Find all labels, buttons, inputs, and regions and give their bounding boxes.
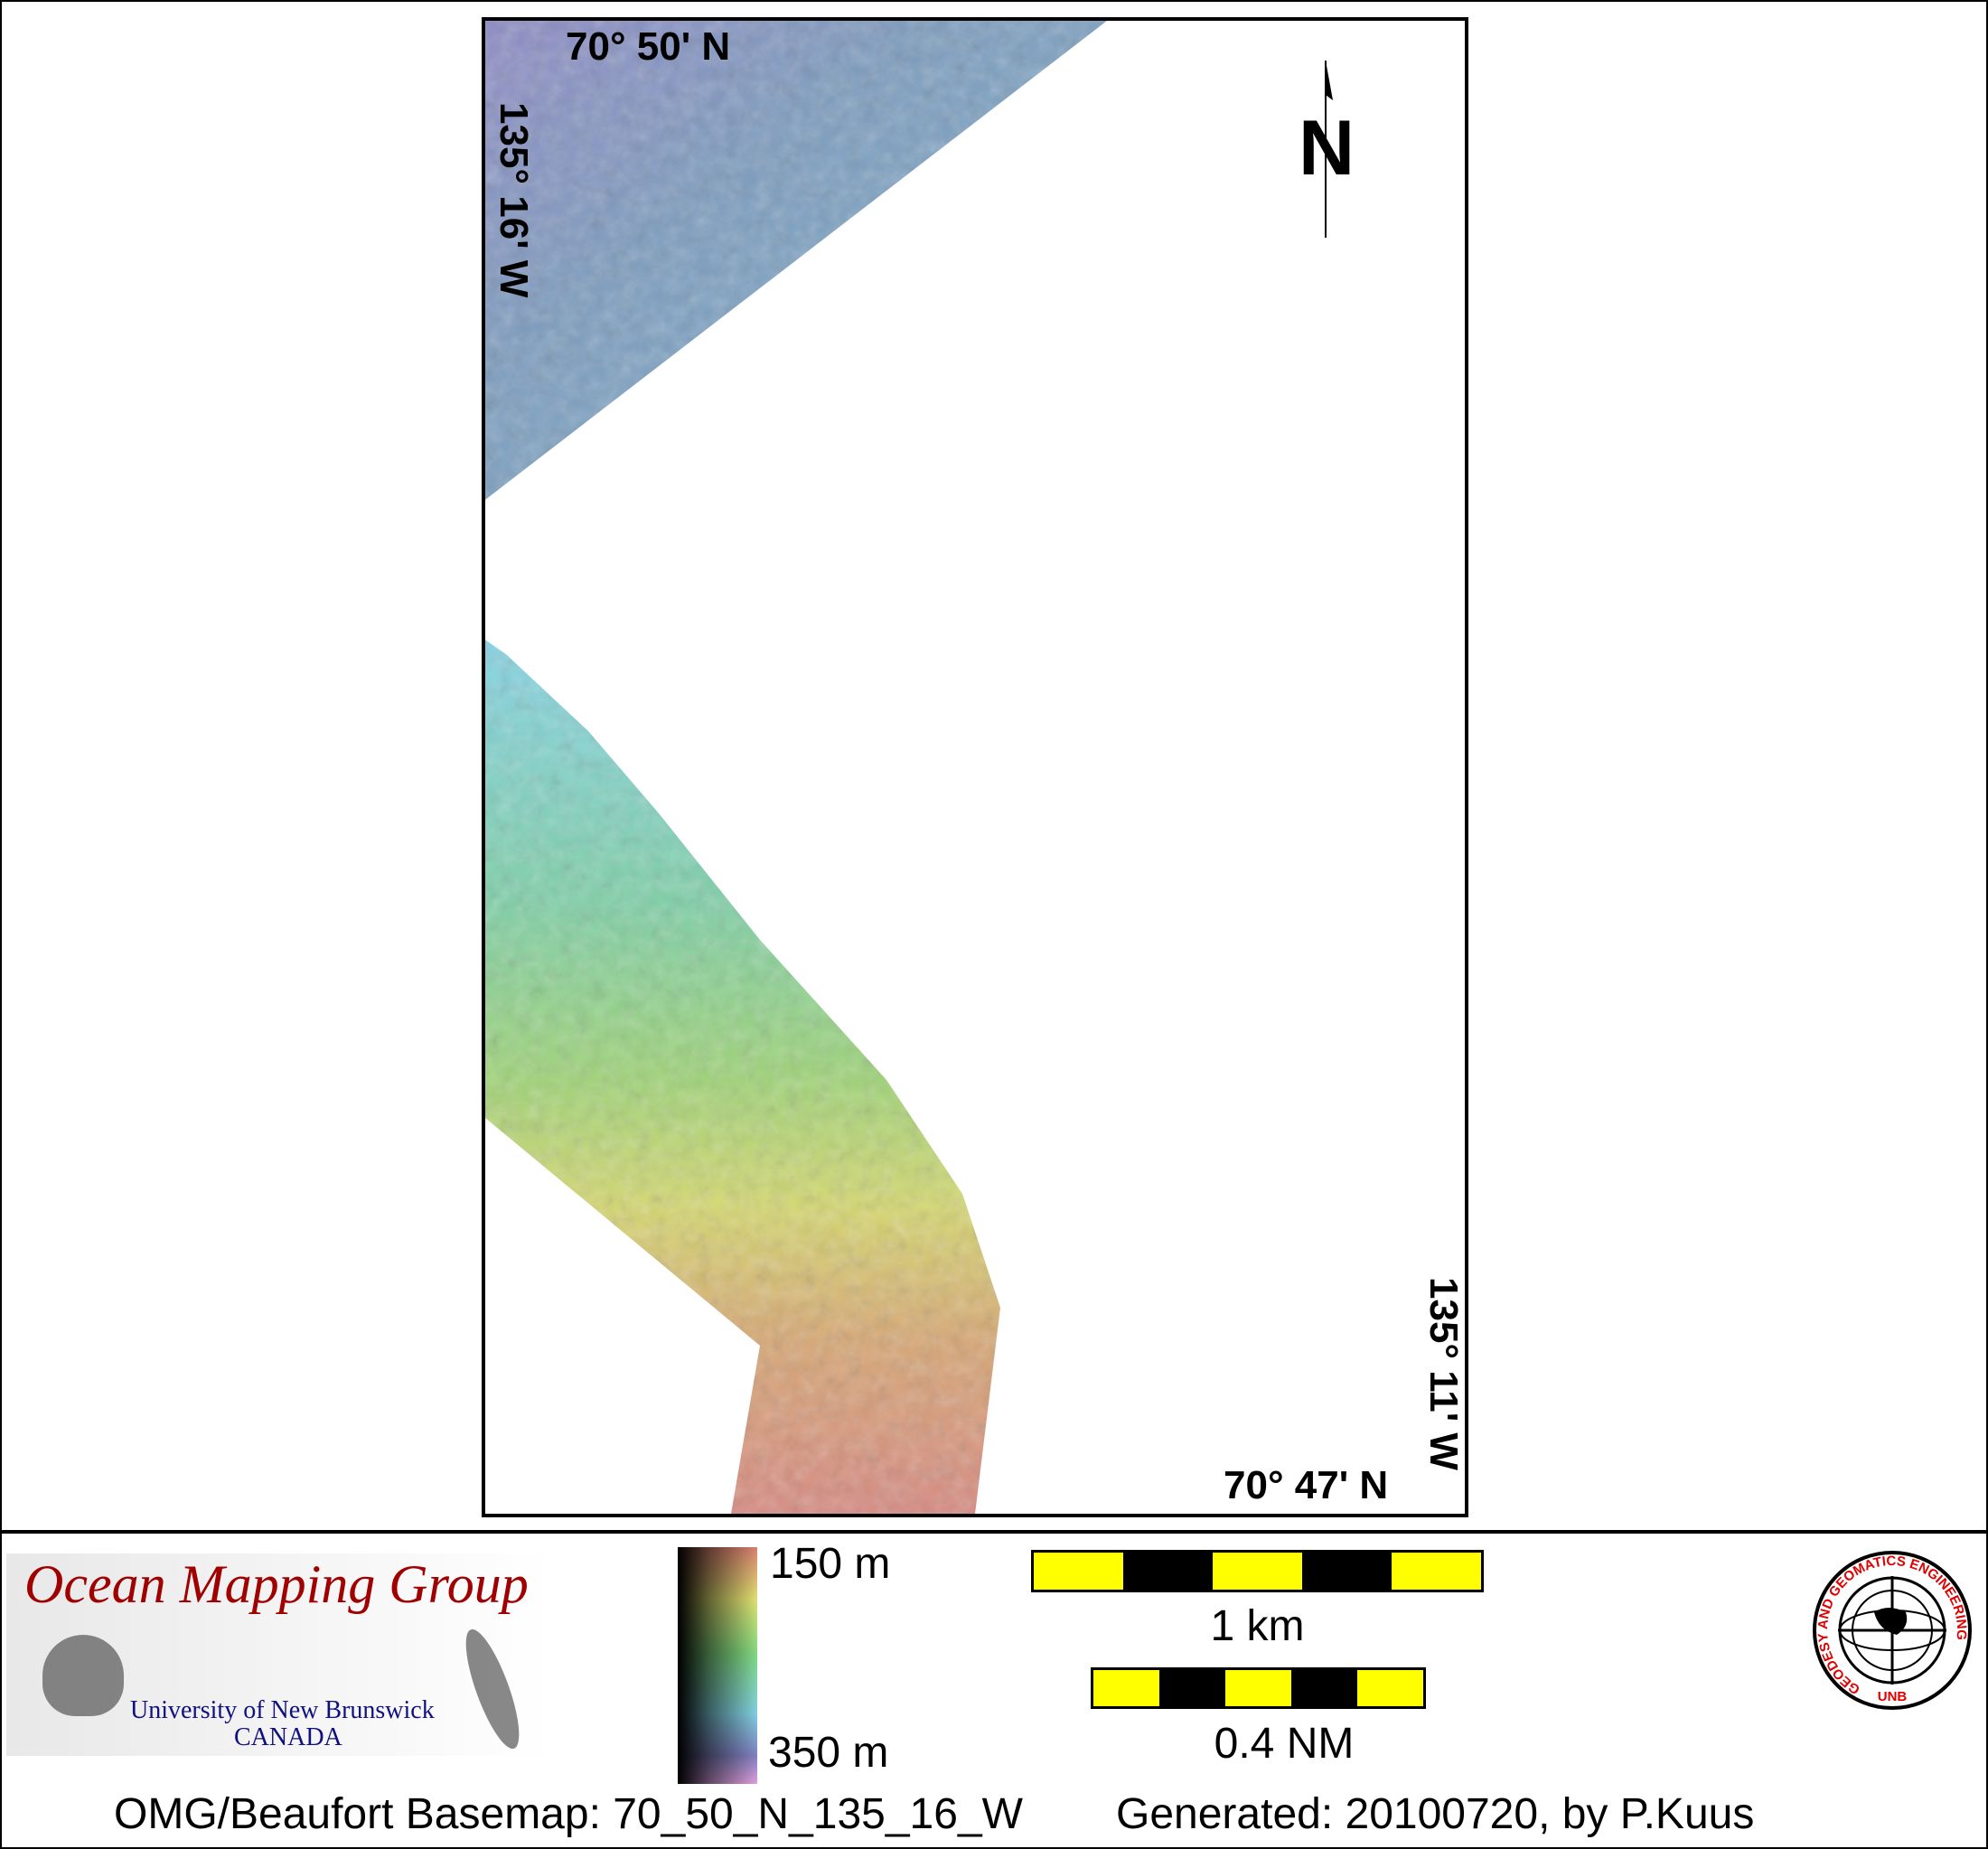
scale-bar-km [1031,1550,1484,1592]
north-label: N [1299,105,1355,192]
omg-title: Ocean Mapping Group [24,1554,529,1614]
depth-max-label: 350 m [768,1729,889,1777]
unb-bottom-text: UNB [1878,1689,1908,1704]
omg-logo: Ocean Mapping Group University of New Br… [6,1553,551,1756]
lat-bottom-label: 70° 47' N [1224,1463,1389,1507]
map-frame: 70° 50' N 135° 16' W 70° 47' N 135° 11' … [482,17,1468,1517]
sonar-towfish-icon [42,1635,124,1716]
bathymetry-map [485,21,1107,1514]
footer-generated: Generated: 20100720, by P.Kuus [1116,1790,1755,1838]
omg-sub2: CANADA [234,1723,342,1751]
lon-right-label: 135° 11' W [1421,1277,1466,1470]
north-arrow-icon: N [1299,61,1355,241]
footer-basemap: OMG/Beaufort Basemap: 70_50_N_135_16_W [114,1790,1023,1838]
scale-km-label: 1 km [1210,1602,1305,1650]
legend-divider [0,1530,1988,1534]
swath-south [485,640,1000,1514]
depth-min-label: 150 m [770,1540,891,1588]
unb-geodesy-logo: GEODESY AND GEOMATICS ENGINEERING UNB [1811,1549,1974,1712]
lon-left-label: 135° 16' W [492,102,536,298]
scale-nm-label: 0.4 NM [1214,1720,1355,1768]
swath-north [485,21,1107,500]
depth-colorbar [678,1547,757,1784]
omg-sub1: University of New Brunswick [130,1696,435,1724]
lat-top-label: 70° 50' N [566,24,731,69]
scale-bar-nm [1091,1667,1426,1709]
sonar-device-icon [455,1624,530,1754]
